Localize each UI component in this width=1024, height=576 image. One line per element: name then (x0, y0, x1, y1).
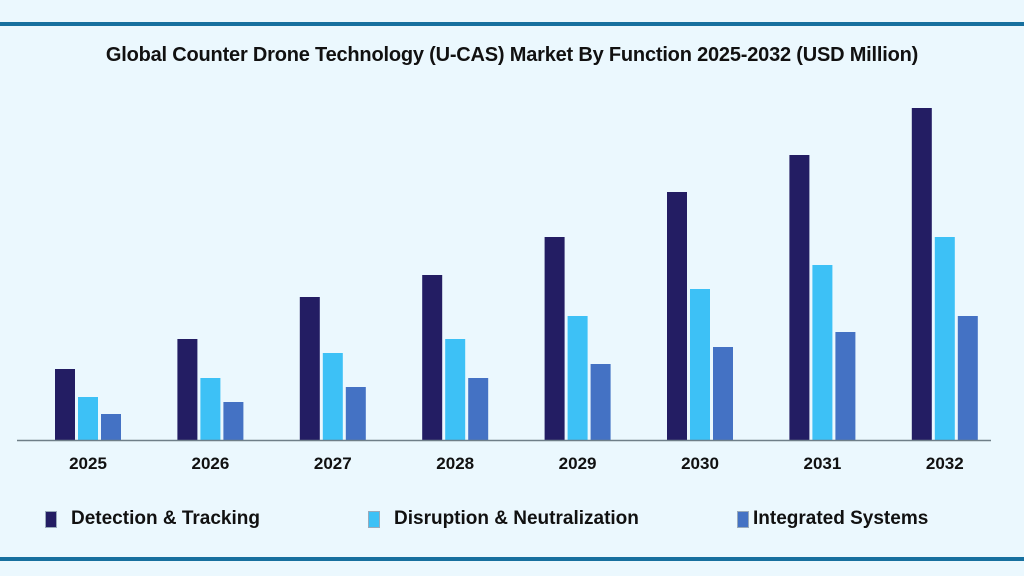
bar-detection-tracking-2027 (299, 297, 320, 440)
legend-label: Integrated Systems (753, 508, 929, 529)
bottom-rule (0, 557, 1024, 561)
x-tick-label: 2029 (559, 454, 597, 473)
bar-disruption-neutralization-2030 (690, 289, 710, 440)
bar-disruption-neutralization-2025 (78, 397, 98, 440)
legend-label: Disruption & Neutralization (394, 508, 639, 529)
bar-detection-tracking-2030 (667, 192, 687, 440)
x-tick-label: 2026 (191, 454, 229, 473)
legend-item: Detection & Tracking (45, 508, 260, 530)
bar-integrated-systems-2025 (101, 414, 121, 440)
bar-detection-tracking-2032 (911, 108, 932, 440)
legend-item: Integrated Systems (737, 508, 928, 530)
legend-item: Disruption & Neutralization (368, 508, 639, 530)
legend-swatch (45, 510, 57, 528)
x-tick-label: 2028 (436, 454, 474, 473)
chart-title: Global Counter Drone Technology (U-CAS) … (105, 44, 919, 66)
x-tick-label: 2032 (926, 454, 964, 473)
bar-detection-tracking-2026 (177, 339, 198, 440)
x-tick-label: 2031 (803, 454, 841, 473)
x-tick-label: 2025 (69, 454, 107, 473)
legend-swatch (737, 510, 749, 528)
top-rule (0, 22, 1024, 26)
bar-integrated-systems-2030 (713, 347, 733, 440)
bar-integrated-systems-2026 (223, 402, 244, 440)
legend-label: Detection & Tracking (71, 508, 260, 529)
x-tick-label: 2027 (314, 454, 352, 473)
bar-disruption-neutralization-2029 (567, 316, 588, 440)
bar-detection-tracking-2029 (544, 237, 565, 440)
x-tick-label: 2030 (681, 454, 719, 473)
bar-disruption-neutralization-2028 (445, 339, 466, 440)
bar-integrated-systems-2029 (590, 364, 611, 440)
bar-integrated-systems-2031 (835, 332, 856, 440)
bar-disruption-neutralization-2032 (934, 237, 955, 440)
legend-swatch (368, 510, 380, 528)
bar-detection-tracking-2028 (422, 275, 443, 440)
bar-disruption-neutralization-2031 (812, 265, 833, 440)
bar-detection-tracking-2025 (55, 369, 75, 440)
bar-integrated-systems-2028 (468, 378, 489, 440)
bar-detection-tracking-2031 (789, 155, 810, 440)
bar-integrated-systems-2032 (957, 316, 978, 440)
bar-disruption-neutralization-2027 (322, 353, 343, 440)
bar-integrated-systems-2027 (345, 387, 366, 440)
bar-disruption-neutralization-2026 (200, 378, 221, 440)
